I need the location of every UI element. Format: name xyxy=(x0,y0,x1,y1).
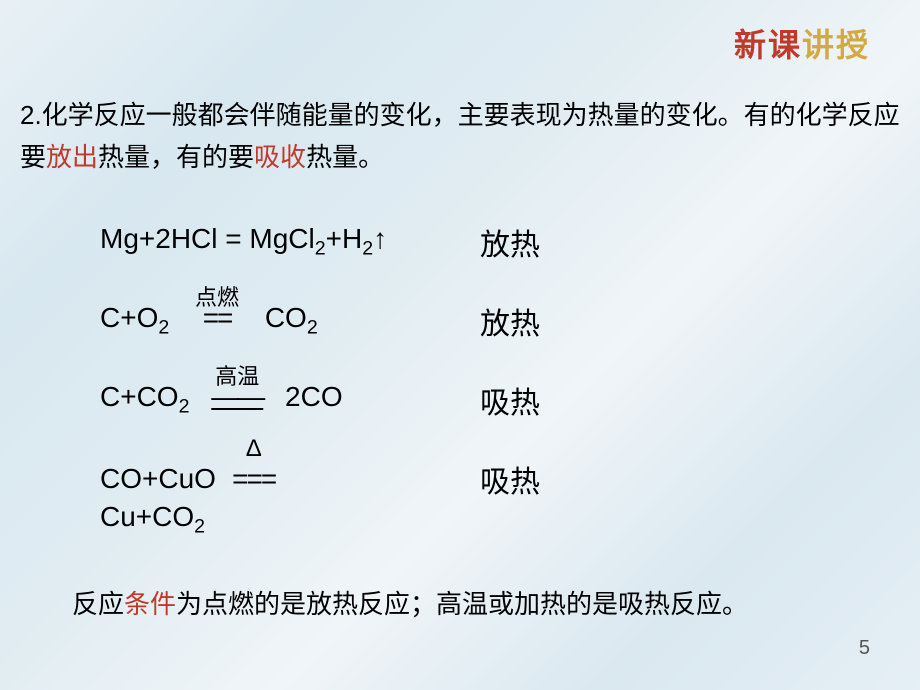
equation-2-condition: 点燃== xyxy=(177,302,257,334)
equation-4: CO+CuO Δ=== 吸热 xyxy=(100,457,540,501)
equation-3-formula: C+CO2 高温—— 2CO xyxy=(100,381,480,419)
equation-4-continuation: Cu+CO2 xyxy=(100,501,540,539)
equation-2: C+O2 点燃== CO2 放热 xyxy=(100,299,540,343)
equation-4-result: 吸热 xyxy=(480,457,540,501)
conclusion-part2: 为点燃的是放热反应；高温或加热的是吸热反应。 xyxy=(176,589,748,619)
header-text-2: 讲授 xyxy=(802,27,870,63)
conclusion-highlight: 条件 xyxy=(124,589,176,619)
equation-4-formula: CO+CuO Δ=== xyxy=(100,463,480,495)
equations-block: Mg+2HCl = MgCl2+H2↑ 放热 C+O2 点燃== CO2 放热 … xyxy=(100,220,540,539)
slide-header: 新课讲授 xyxy=(734,20,870,66)
main-text-part3: 热量。 xyxy=(306,142,384,172)
main-paragraph: 2.化学反应一般都会伴随能量的变化，主要表现为热量的变化。有的化学反应要放出热量… xyxy=(20,95,900,178)
equation-1-formula: Mg+2HCl = MgCl2+H2↑ xyxy=(100,223,480,261)
equation-2-result: 放热 xyxy=(480,299,540,343)
conclusion-paragraph: 反应条件为点燃的是放热反应；高温或加热的是吸热反应。 xyxy=(20,585,900,624)
conclusion-part1: 反应 xyxy=(72,589,124,619)
equation-4-condition: Δ=== xyxy=(224,463,284,495)
equation-3-condition: 高温—— xyxy=(197,381,277,413)
equation-2-formula: C+O2 点燃== CO2 xyxy=(100,302,480,340)
equation-3-result: 吸热 xyxy=(480,378,540,422)
main-text-part2: 热量，有的要 xyxy=(98,142,254,172)
main-highlight-1: 放出 xyxy=(46,142,98,172)
header-text-1: 新课 xyxy=(734,27,802,63)
equation-3: C+CO2 高温—— 2CO 吸热 xyxy=(100,378,540,422)
equation-1-result: 放热 xyxy=(480,220,540,264)
equation-1: Mg+2HCl = MgCl2+H2↑ 放热 xyxy=(100,220,540,264)
page-number: 5 xyxy=(859,637,870,660)
main-highlight-2: 吸收 xyxy=(254,142,306,172)
